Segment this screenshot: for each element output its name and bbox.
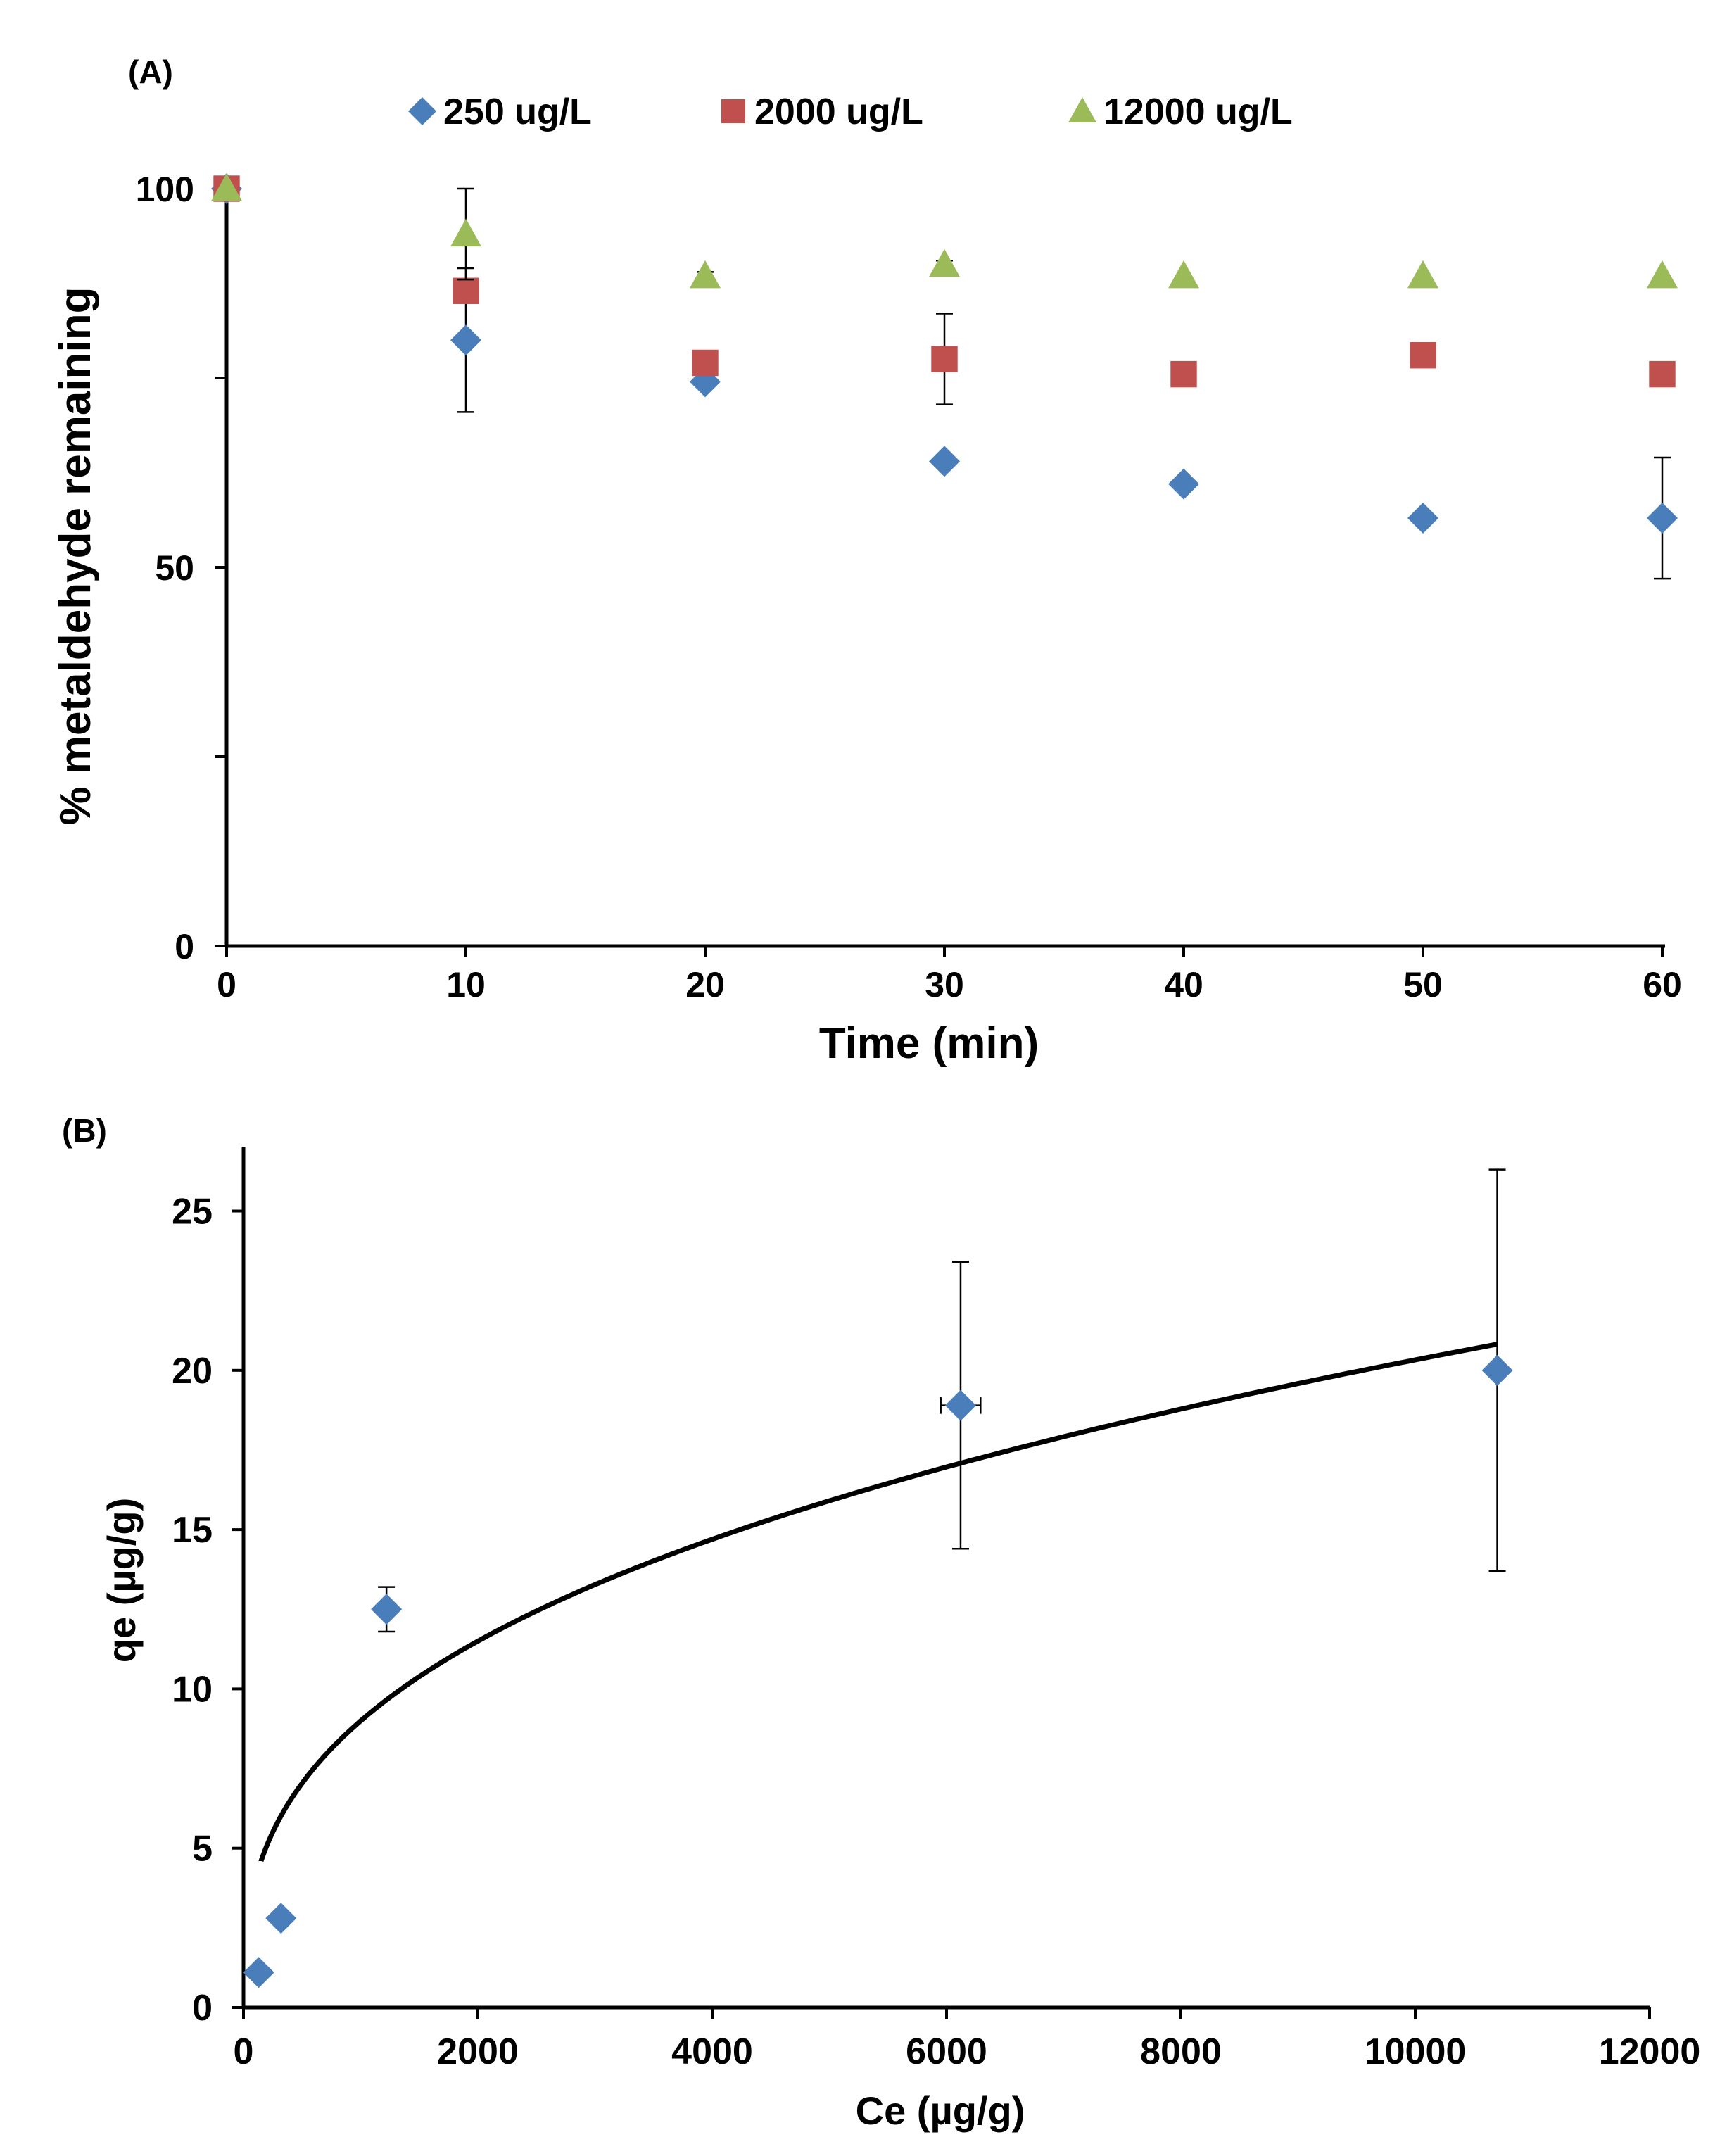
panel-a-x-tick-label: 20	[685, 965, 725, 1004]
panel-b-x-tick-label: 10000	[1365, 2031, 1467, 2072]
data-point-triangle	[1647, 260, 1678, 289]
panel-a-x-tick-label: 30	[925, 965, 964, 1004]
data-point-square	[1649, 360, 1676, 388]
panel-a-legend: 250 ug/L 2000 ug/L 12000 ug/L	[408, 92, 1293, 132]
panel-b-x-tick-label: 12000	[1599, 2031, 1701, 2072]
panel-b-y-tick-label: 25	[172, 1192, 213, 1233]
freundlich-fit-curve	[258, 1342, 1498, 1862]
data-point-diamond	[1647, 503, 1678, 534]
data-point-triangle	[211, 173, 242, 201]
data-point-square	[1170, 360, 1197, 388]
data-point-triangle	[1168, 260, 1199, 289]
panel-b-y-axis-label: qe (µg/g)	[99, 1498, 144, 1663]
panel-a-y-tick-label: 100	[136, 170, 194, 209]
data-point-diamond	[944, 1389, 976, 1421]
panel-b-y-tick-label: 10	[172, 1669, 213, 1710]
data-point-triangle	[450, 218, 481, 247]
panel-b-y-tick-label: 5	[192, 1829, 213, 1870]
panel-a-chart: (A) 250 ug/L 2000 ug/L 12000 ug/L 0 10 20 30 4…	[51, 53, 1682, 1068]
panel-b-y-tick-label: 15	[172, 1510, 213, 1551]
legend-label: 2000 ug/L	[754, 92, 923, 132]
panel-a-series	[211, 173, 1678, 580]
panel-a-label: (A)	[128, 53, 173, 90]
panel-b-x-tick-label: 0	[234, 2031, 254, 2072]
data-point-diamond	[243, 1957, 274, 1988]
legend-marker-diamond	[408, 97, 436, 125]
panel-a-x-tick-label: 40	[1164, 965, 1203, 1004]
data-point-diamond	[1407, 503, 1438, 534]
panel-b-chart: (B) 0 2000 4000 6000 8000 10000 12000 0 5 10 15 20 2…	[62, 1112, 1700, 2133]
data-point-diamond	[1168, 468, 1199, 500]
panel-a-x-tick-label: 60	[1643, 965, 1682, 1004]
legend-marker-square	[721, 99, 745, 123]
panel-b-label: (B)	[62, 1112, 107, 1149]
panel-a-axes: 0 10 20 30 40 50 60 0 50 100	[136, 170, 1682, 1004]
panel-b-x-tick-label: 8000	[1140, 2031, 1222, 2072]
panel-b-y-tick-label: 0	[192, 1988, 213, 2029]
panel-a-x-tick-label: 50	[1403, 965, 1443, 1004]
panel-b-x-tick-label: 2000	[437, 2031, 519, 2072]
data-point-diamond	[450, 324, 481, 356]
legend-label: 12000 ug/L	[1103, 92, 1293, 132]
panel-b-axes: 0 2000 4000 6000 8000 10000 12000 0 5 10 15 20 25	[172, 1147, 1700, 2072]
legend-label: 250 ug/L	[443, 92, 592, 132]
data-point-triangle	[929, 248, 960, 277]
panel-a-x-axis-label: Time (min)	[819, 1019, 1039, 1068]
panel-b-x-tick-label: 4000	[671, 2031, 753, 2072]
legend-marker-triangle	[1068, 97, 1096, 122]
panel-a-x-tick-label: 0	[217, 965, 236, 1004]
panel-b-x-axis-label: Ce (µg/g)	[856, 2088, 1025, 2133]
data-point-square	[453, 277, 479, 304]
data-point-square	[1410, 342, 1436, 369]
panel-a-y-tick-label: 0	[175, 927, 194, 966]
panel-a-y-axis-label: % metaldehyde remaining	[51, 287, 100, 826]
data-point-square	[692, 349, 719, 377]
data-point-diamond	[929, 446, 960, 477]
data-point-triangle	[1407, 260, 1438, 289]
data-point-square	[931, 346, 958, 372]
data-point-diamond	[265, 1903, 297, 1934]
data-point-diamond	[1481, 1354, 1513, 1386]
panel-b-series	[243, 1168, 1513, 1988]
panel-a-x-tick-label: 10	[446, 965, 486, 1004]
panel-b-y-tick-label: 20	[172, 1351, 213, 1392]
data-point-diamond	[371, 1594, 403, 1625]
panel-a-y-tick-label: 50	[155, 548, 194, 588]
panel-b-x-tick-label: 6000	[906, 2031, 987, 2072]
data-point-triangle	[690, 260, 721, 289]
